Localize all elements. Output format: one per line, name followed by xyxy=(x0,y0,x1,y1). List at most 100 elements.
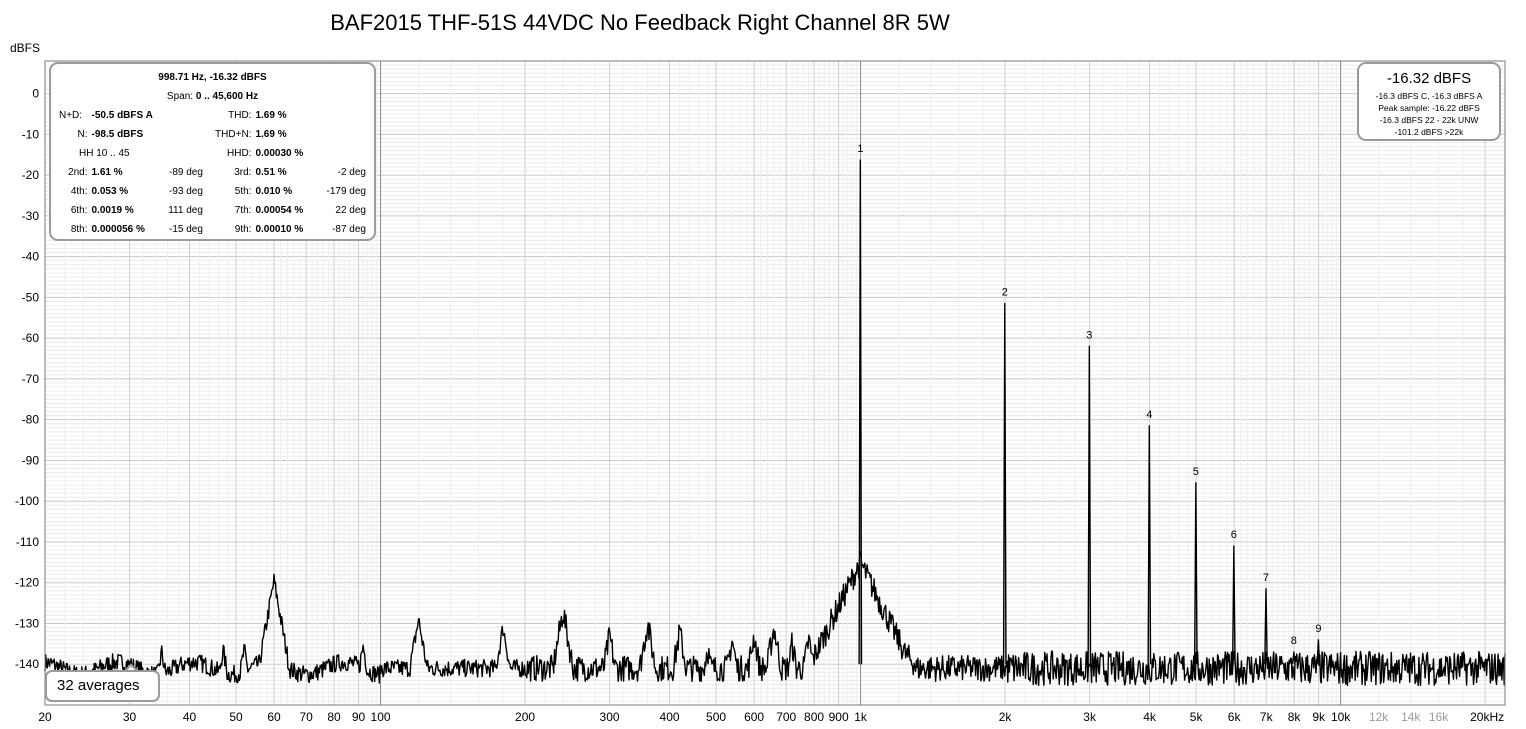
harmonic-label: 3rd: xyxy=(234,167,252,178)
hh-label: HH 10 .. 45 xyxy=(79,148,130,159)
harmonic-row: 2nd: 1.61 % -89 deg 3rd: 0.51 % -2 deg xyxy=(57,163,368,182)
y-tick-label: -60 xyxy=(22,331,40,345)
harmonic-peak-label: 8 xyxy=(1291,635,1297,647)
level-line-c-a: -16.3 dBFS C, -16.3 dBFS A xyxy=(1375,91,1483,101)
harmonic-value: 0.000056 % xyxy=(91,224,145,235)
y-tick-label: -10 xyxy=(22,127,40,141)
x-tick-label: 100 xyxy=(371,710,391,724)
harmonic-phase: -2 deg xyxy=(337,167,366,178)
level-above-22k: -101.2 dBFS >22k xyxy=(1394,127,1464,137)
n-value: -98.5 dBFS xyxy=(91,129,144,140)
harmonic-value: 1.61 % xyxy=(91,167,123,178)
y-tick-label: -20 xyxy=(22,168,40,182)
harmonic-label: 8th: xyxy=(70,224,88,235)
span-label: Span: xyxy=(166,91,194,102)
harmonic-phase: 22 deg xyxy=(335,205,366,216)
x-tick-label: 80 xyxy=(327,710,341,724)
x-tick-label: 16k xyxy=(1429,710,1449,724)
harmonic-label: 2nd: xyxy=(68,167,88,178)
x-tick-label: 10k xyxy=(1331,710,1351,724)
stats-header: 998.71 Hz, -16.32 dBFS xyxy=(158,72,267,83)
spectrum-series-line xyxy=(44,159,1506,687)
harmonic-value: 0.51 % xyxy=(255,167,287,178)
y-axis-label: dBFS xyxy=(10,41,40,55)
x-tick-label: 30 xyxy=(123,710,137,724)
hhd-label: HHD: xyxy=(227,148,252,159)
harmonic-row: 8th: 0.000056 % -15 deg 9th: 0.00010 % -… xyxy=(57,220,368,239)
thd-label: THD: xyxy=(228,110,252,121)
x-tick-label: 90 xyxy=(352,710,366,724)
span-row: Span: 0 .. 45,600 Hz xyxy=(57,87,368,106)
y-tick-label: 0 xyxy=(32,87,39,101)
x-tick-label: 900 xyxy=(829,710,849,724)
n-label: N: xyxy=(77,129,88,140)
harmonic-peak-label: 1 xyxy=(857,143,863,155)
thdn-label: THD+N: xyxy=(215,129,252,140)
thdn-value: 1.69 % xyxy=(255,129,287,140)
nd-label: N+D: xyxy=(59,110,83,121)
x-tick-label: 6k xyxy=(1228,710,1242,724)
x-tick-label: 60 xyxy=(267,710,281,724)
x-tick-label: 600 xyxy=(744,710,764,724)
harmonic-value: 0.00054 % xyxy=(255,205,304,216)
x-tick-label: 12k xyxy=(1369,710,1389,724)
harmonic-label: 9th: xyxy=(234,224,252,235)
harmonic-value: 0.00010 % xyxy=(255,224,304,235)
y-tick-label: -30 xyxy=(22,209,40,223)
x-tick-label: 8k xyxy=(1288,710,1302,724)
harmonic-phase: -179 deg xyxy=(326,186,366,197)
distortion-stats-panel[interactable]: 998.71 Hz, -16.32 dBFS Span: 0 .. 45,600… xyxy=(49,62,376,241)
x-tick-label: 5k xyxy=(1190,710,1204,724)
averages-badge[interactable]: 32 averages xyxy=(45,670,160,702)
harmonic-phase: -93 deg xyxy=(168,186,203,197)
x-axis-ticks: 20 30 40 50 60 70 80 90 100 200 300 400 500 600 700 800… xyxy=(38,710,1504,724)
harmonic-label: 5th: xyxy=(234,186,252,197)
x-tick-label: 4k xyxy=(1143,710,1157,724)
harmonic-peak-label: 6 xyxy=(1231,529,1237,541)
x-tick-label: 700 xyxy=(776,710,796,724)
stats-table: 998.71 Hz, -16.32 dBFS Span: 0 .. 45,600… xyxy=(57,68,368,239)
level-readout-panel[interactable]: -16.32 dBFS -16.3 dBFS C, -16.3 dBFS A P… xyxy=(1357,62,1501,141)
x-tick-label: 14k xyxy=(1401,710,1421,724)
level-peak-sample: Peak sample: -16.22 dBFS xyxy=(1378,103,1480,113)
y-tick-label: -100 xyxy=(15,494,39,508)
harmonic-peak-label: 7 xyxy=(1263,572,1269,584)
x-tick-label: 200 xyxy=(515,710,535,724)
span-value: 0 .. 45,600 Hz xyxy=(195,91,259,102)
harmonic-value: 0.053 % xyxy=(91,186,129,197)
y-tick-label: -110 xyxy=(16,535,39,549)
x-tick-label: 1k xyxy=(854,710,868,724)
harmonic-phase: -89 deg xyxy=(168,167,203,178)
x-tick-label: 40 xyxy=(183,710,197,724)
harmonic-label: 7th: xyxy=(234,205,252,216)
x-tick-label: 20 xyxy=(38,710,52,724)
x-tick-label: 9k xyxy=(1312,710,1326,724)
harmonic-phase: -15 deg xyxy=(168,224,203,235)
harmonic-row: 4th: 0.053 % -93 deg 5th: 0.010 % -179 d… xyxy=(57,182,368,201)
harmonic-peak-label: 9 xyxy=(1315,623,1321,635)
y-tick-label: -130 xyxy=(15,616,39,630)
y-tick-label: -70 xyxy=(22,372,40,386)
x-tick-label: 7k xyxy=(1260,710,1274,724)
chart-title: BAF2015 THF-51S 44VDC No Feedback Right … xyxy=(330,10,950,35)
nd-value: -50.5 dBFS A xyxy=(91,110,153,121)
harmonic-row: 6th: 0.0019 % 111 deg 7th: 0.00054 % 22 … xyxy=(57,201,368,220)
harmonic-phase: 111 deg xyxy=(168,205,203,216)
x-tick-label: 50 xyxy=(229,710,243,724)
harmonic-peak-label: 5 xyxy=(1193,466,1199,478)
harmonic-peak-label: 2 xyxy=(1002,287,1008,299)
y-tick-label: -40 xyxy=(22,250,40,264)
x-tick-label: 800 xyxy=(804,710,824,724)
x-tick-label: 300 xyxy=(600,710,620,724)
plot-border xyxy=(44,60,1506,706)
harmonic-peak-label: 4 xyxy=(1146,409,1152,421)
harmonic-label: 6th: xyxy=(70,205,88,216)
y-tick-label: -50 xyxy=(22,290,40,304)
y-axis-ticks: 0 -10 -20 -30 -40 -50 -60 -70 -80 -90 -100 -110 -120… xyxy=(15,87,39,672)
x-tick-label: 3k xyxy=(1083,710,1097,724)
x-tick-label: 70 xyxy=(299,710,313,724)
y-tick-label: -80 xyxy=(22,413,40,427)
harmonic-phase: -87 deg xyxy=(332,224,366,235)
y-tick-label: -140 xyxy=(15,657,39,671)
x-tick-label: 20kHz xyxy=(1470,710,1504,724)
